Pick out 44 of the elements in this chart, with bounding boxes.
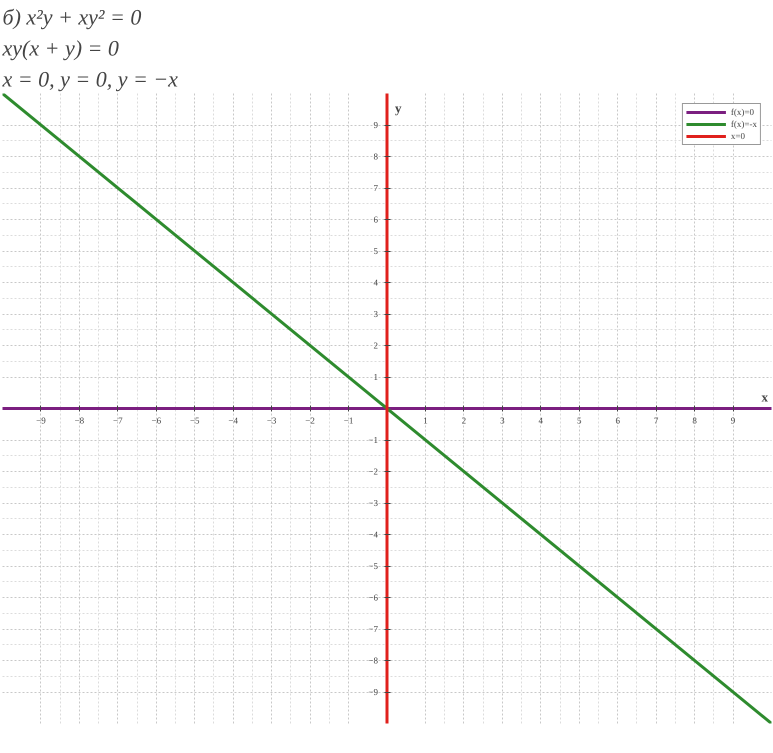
text: xy(x + y) = 0 — [2, 36, 119, 60]
y-tick-label: 5 — [374, 246, 378, 256]
x-tick-label: 6 — [615, 416, 620, 426]
x-tick-label: −8 — [74, 416, 85, 426]
x-tick-label: −6 — [152, 416, 162, 426]
x-tick-label: 8 — [692, 416, 698, 426]
x-tick-label: 7 — [654, 416, 659, 426]
x-tick-label: 1 — [423, 416, 428, 426]
x-tick-label: −5 — [190, 416, 200, 426]
y-tick-label: 8 — [374, 152, 378, 162]
legend-label: f(x)=0 — [730, 107, 754, 117]
y-tick-label: −4 — [368, 530, 378, 540]
x-tick-label: −2 — [305, 416, 315, 426]
chart-title: б) x²y + xy² = 0 — [2, 4, 142, 30]
legend-label: x=0 — [730, 131, 746, 141]
y-tick-label: −8 — [368, 656, 378, 666]
y-tick-label: 2 — [374, 340, 378, 350]
y-tick-label: 1 — [374, 372, 378, 382]
y-tick-label: 3 — [374, 309, 378, 319]
y-tick-label: −7 — [368, 624, 378, 634]
x-tick-label: −4 — [228, 416, 238, 426]
y-tick-label: −9 — [368, 687, 378, 697]
x-tick-label: 3 — [500, 416, 506, 426]
y-tick-label: 9 — [374, 120, 378, 130]
y-tick-label: −3 — [368, 498, 378, 508]
legend-label: f(x)=-x — [730, 119, 757, 129]
x-tick-label: 9 — [730, 416, 736, 426]
y-tick-label: 6 — [374, 214, 378, 224]
y-tick-label: −5 — [368, 561, 378, 571]
y-axis-title: y — [395, 100, 402, 116]
y-tick-label: −2 — [368, 466, 378, 476]
x-tick-label: 5 — [577, 416, 582, 426]
y-tick-label: −1 — [368, 435, 378, 445]
x-axis-title: x — [762, 390, 768, 404]
x-tick-label: 4 — [538, 416, 544, 426]
x-tick-label: −7 — [113, 416, 124, 426]
text: x = 0, y = 0, y = −x — [2, 66, 178, 92]
y-tick-label: −6 — [368, 592, 378, 602]
x-tick-label: −3 — [266, 416, 277, 426]
x-tick-label: −1 — [344, 416, 354, 426]
y-tick-label: 4 — [374, 278, 378, 288]
x-tick-label: −9 — [36, 416, 46, 426]
y-tick-label: 7 — [374, 183, 378, 193]
x-tick-label: 2 — [462, 416, 466, 426]
